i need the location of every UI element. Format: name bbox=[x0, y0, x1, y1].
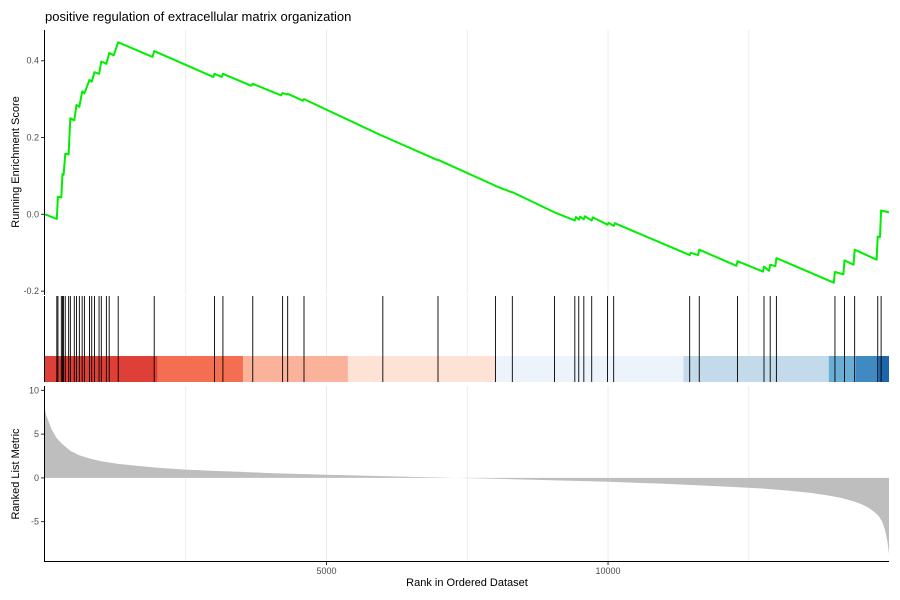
rank-band-segment bbox=[347, 356, 496, 382]
metric-y-axis-title: Ranked List Metric bbox=[10, 428, 22, 520]
running-score-panel: -0.2 0.0 0.2 0.4 Running Enrichment Score bbox=[10, 30, 890, 296]
metric-y-tick-label: 5 bbox=[34, 429, 39, 439]
metric-gridlines bbox=[185, 386, 750, 561]
rank-band-segment bbox=[495, 356, 684, 382]
score-y-tick-label: 0.0 bbox=[26, 209, 39, 219]
score-y-tick-label: 0.4 bbox=[26, 56, 39, 66]
score-y-tick-label: 0.2 bbox=[26, 133, 39, 143]
metric-y-tick-label: 10 bbox=[29, 385, 39, 395]
gene-hits-panel bbox=[44, 296, 889, 382]
metric-y-tick-label: 0 bbox=[34, 473, 39, 483]
rank-band-segment bbox=[878, 356, 889, 382]
ranked-metric-area bbox=[45, 409, 889, 554]
gene-hit-marks bbox=[56, 296, 882, 382]
rank-band-segment bbox=[828, 356, 856, 382]
score-y-axis-title: Running Enrichment Score bbox=[10, 96, 22, 227]
rank-band-segment bbox=[243, 356, 348, 382]
x-tick-label: 10000 bbox=[596, 566, 621, 576]
rank-band-segment bbox=[855, 356, 879, 382]
x-axis-title: Rank in Ordered Dataset bbox=[406, 577, 528, 589]
rank-color-bands bbox=[45, 356, 889, 382]
metric-y-tick-label: -5 bbox=[31, 517, 39, 527]
rank-band-segment bbox=[157, 356, 244, 382]
score-gridlines bbox=[185, 30, 750, 295]
ranked-metric-panel: -5 0 5 10 5000 10000 Rank in Ordered Dataset… bbox=[10, 385, 889, 589]
score-y-ticks: -0.2 0.0 0.2 0.4 bbox=[23, 56, 45, 296]
x-axis-ticks: 5000 10000 bbox=[317, 561, 621, 576]
metric-y-ticks: -5 0 5 10 bbox=[29, 385, 45, 527]
score-y-tick-label: -0.2 bbox=[23, 286, 39, 296]
rank-band-segment bbox=[683, 356, 829, 382]
running-score-line bbox=[44, 41, 890, 284]
chart-title: positive regulation of extracellular mat… bbox=[45, 9, 351, 24]
x-tick-label: 5000 bbox=[317, 566, 337, 576]
